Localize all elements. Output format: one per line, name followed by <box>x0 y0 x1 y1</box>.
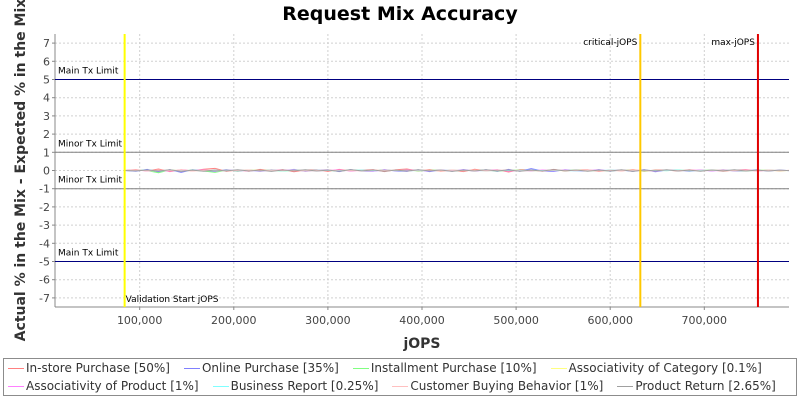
limit-line-label: Minor Tx Limit <box>58 139 123 149</box>
legend: In-store Purchase [50%] Online Purchase [… <box>3 358 797 396</box>
x-tick-label: 200,000 <box>211 314 257 327</box>
legend-label: In-store Purchase [50%] <box>26 361 170 375</box>
y-tick-label: -3 <box>39 219 50 232</box>
legend-swatch <box>550 367 567 369</box>
y-tick-label: 3 <box>43 110 50 123</box>
limit-line-label: Minor Tx Limit <box>58 176 123 186</box>
x-tick-label: 500,000 <box>493 314 539 327</box>
legend-item: Product Return [2.65%] <box>613 379 776 393</box>
legend-label: Online Purchase [35%] <box>201 361 339 375</box>
legend-swatch <box>212 385 229 387</box>
x-tick-label: 700,000 <box>682 314 728 327</box>
legend-item: In-store Purchase [50%] <box>4 361 170 375</box>
legend-swatch <box>392 385 409 387</box>
x-tick-label: 600,000 <box>587 314 633 327</box>
legend-swatch <box>617 385 634 387</box>
marker-line-label: Validation Start jOPS <box>126 295 219 305</box>
legend-label: Product Return [2.65%] <box>635 379 776 393</box>
series-line-7 <box>124 169 790 172</box>
legend-label: Associativity of Category [0.1%] <box>568 361 762 375</box>
y-tick-label: -7 <box>39 292 50 305</box>
legend-row: Associativity of Product [1%] Business Re… <box>4 379 786 393</box>
y-tick-label: 1 <box>43 146 50 159</box>
legend-swatch <box>183 367 200 369</box>
legend-item: Online Purchase [35%] <box>180 361 339 375</box>
plot-area: 7 6 5 4 3 2 1 0 -1 -2 -3 -4 -5 -6 -7 100,000 200,000 300,… <box>39 34 790 327</box>
legend-label: Customer Buying Behavior [1%] <box>410 379 604 393</box>
y-tick-label: -4 <box>39 237 50 250</box>
y-tick-label: 7 <box>43 37 50 50</box>
y-tick-label: 6 <box>43 55 50 68</box>
legend-item: Installment Purchase [10%] <box>349 361 537 375</box>
legend-label: Business Report [0.25%] <box>230 379 379 393</box>
marker-line-label: critical-jOPS <box>583 38 637 48</box>
x-tick-label: 400,000 <box>399 314 445 327</box>
y-axis-label: Actual % in the Mix - Expected % in the … <box>13 0 29 341</box>
x-tick-label: 300,000 <box>305 314 351 327</box>
y-tick-label: 0 <box>43 165 50 178</box>
x-axis-label: jOPS <box>402 336 440 352</box>
y-tick-label: -2 <box>39 201 50 214</box>
y-tick-label: -1 <box>39 183 50 196</box>
y-tick-label: -5 <box>39 256 50 269</box>
y-tick-label: 5 <box>43 74 50 87</box>
x-tick-label: 100,000 <box>117 314 163 327</box>
legend-row: In-store Purchase [50%] Online Purchase [… <box>4 361 772 375</box>
legend-swatch <box>352 367 369 369</box>
y-tick-label: 2 <box>43 128 50 141</box>
chart-plot-svg: Request Mix Accuracy jOPS Actual % in th… <box>13 0 790 352</box>
legend-label: Installment Purchase [10%] <box>370 361 537 375</box>
marker-line-label: max-jOPS <box>711 38 755 48</box>
legend-label: Associativity of Product [1%] <box>26 379 199 393</box>
legend-item: Associativity of Category [0.1%] <box>547 361 762 375</box>
y-tick-label: 4 <box>43 92 50 105</box>
legend-item: Business Report [0.25%] <box>209 379 379 393</box>
limit-line-label: Main Tx Limit <box>58 67 119 77</box>
chart-title: Request Mix Accuracy <box>282 3 518 25</box>
y-tick-label: -6 <box>39 274 50 287</box>
legend-swatch <box>8 385 24 387</box>
legend-item: Associativity of Product [1%] <box>4 379 199 393</box>
legend-swatch <box>8 367 24 369</box>
legend-item: Customer Buying Behavior [1%] <box>388 379 603 393</box>
limit-line-label: Main Tx Limit <box>58 249 119 259</box>
